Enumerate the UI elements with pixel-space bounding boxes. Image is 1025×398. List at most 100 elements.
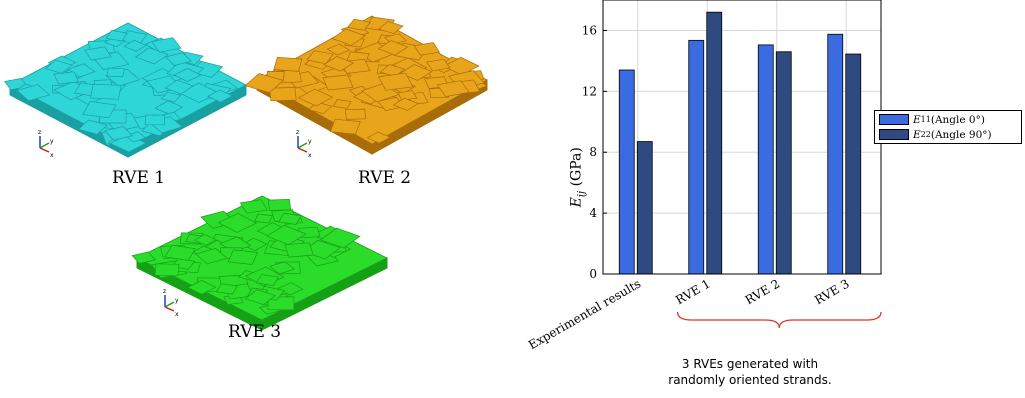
bar-1-3 bbox=[757, 44, 774, 275]
y-tick-label: 8 bbox=[589, 145, 597, 159]
bar-1-1 bbox=[618, 69, 635, 275]
axis-label-z: z bbox=[163, 288, 166, 295]
strand-flake bbox=[239, 199, 268, 214]
x-axis-arrow bbox=[297, 147, 308, 153]
x-category-label: RVE 1 bbox=[673, 276, 712, 307]
rve-3-label: RVE 3 bbox=[228, 322, 282, 342]
strand-flake bbox=[377, 21, 404, 34]
strand-flake bbox=[254, 213, 273, 224]
bar-2-1 bbox=[636, 141, 653, 275]
legend-item-e11: E 11 (Angle 0°) bbox=[879, 113, 985, 126]
strand-flake bbox=[215, 283, 238, 295]
chart-legend: E 11 (Angle 0°) E 22 (Angle 90°) bbox=[874, 110, 1022, 144]
y-axis-arrow bbox=[39, 142, 50, 149]
strand-flake bbox=[255, 274, 280, 286]
strand-flake bbox=[144, 114, 165, 126]
legend-item-e22: E 22 (Angle 90°) bbox=[879, 128, 992, 141]
legend-swatch-e11 bbox=[879, 114, 909, 125]
bar-1-4 bbox=[827, 33, 844, 275]
strand-flake bbox=[154, 100, 184, 115]
x-category-label: RVE 3 bbox=[812, 276, 851, 307]
strand-flake bbox=[16, 84, 51, 102]
strand-flake bbox=[329, 118, 361, 135]
strand-flake bbox=[193, 234, 217, 246]
axis-label-y: y bbox=[308, 138, 312, 145]
strand-flake bbox=[154, 263, 180, 277]
bar-2-4 bbox=[845, 53, 862, 275]
strand-flake bbox=[442, 56, 480, 76]
rve-illustrations: zyx zyx zyx bbox=[3, 15, 488, 331]
strand-flake bbox=[297, 88, 334, 107]
y-tick-label: 4 bbox=[589, 206, 597, 220]
strand-flake bbox=[267, 199, 292, 211]
bar-2-3 bbox=[775, 51, 792, 275]
strand-flake bbox=[426, 58, 451, 72]
axis-label-z: z bbox=[38, 129, 41, 136]
axis-label-z: z bbox=[296, 129, 299, 136]
axis-label-y: y bbox=[50, 138, 54, 145]
axis-triad-icon: z yx bbox=[163, 288, 179, 318]
y-tick-label: 12 bbox=[582, 84, 597, 98]
strand-flake bbox=[195, 247, 228, 265]
strand-flake bbox=[106, 67, 125, 78]
annotation-line-1: 3 RVEs generated with bbox=[681, 357, 819, 371]
strand-flake bbox=[379, 64, 406, 77]
strand-flake bbox=[378, 72, 414, 91]
y-axis-arrow bbox=[164, 301, 175, 308]
strand-flake bbox=[164, 244, 196, 261]
axis-triad-icon: z yx bbox=[38, 129, 54, 159]
axis-label-y: y bbox=[175, 297, 179, 304]
strand-flake bbox=[165, 52, 192, 66]
strand-flake bbox=[84, 46, 112, 61]
y-tick-label: 16 bbox=[582, 23, 597, 37]
bar-2-2 bbox=[706, 11, 723, 275]
strand-flake bbox=[322, 74, 354, 91]
strand-flake bbox=[331, 28, 366, 46]
x-category-label: RVE 2 bbox=[743, 276, 782, 307]
strand-flake bbox=[366, 131, 391, 144]
rve-1-model bbox=[3, 22, 247, 158]
axis-label-x: x bbox=[175, 311, 179, 318]
strand-flake bbox=[173, 68, 202, 82]
y-axis-label: Eij (GPa) bbox=[568, 147, 588, 208]
rve-2-model bbox=[244, 15, 488, 155]
strand-flake bbox=[392, 97, 419, 111]
y-tick-labels: 0 4 8 12 16 bbox=[582, 23, 598, 281]
brace-annotation: 3 RVEs generated with randomly oriented … bbox=[640, 356, 860, 388]
strand-flake bbox=[123, 39, 147, 52]
strand-flake bbox=[436, 80, 470, 97]
strand-flake bbox=[284, 242, 314, 258]
strand-flake bbox=[306, 50, 334, 65]
strand-flake bbox=[53, 71, 79, 85]
strand-flake bbox=[278, 212, 302, 225]
strand-flake bbox=[332, 99, 352, 109]
strand-flake bbox=[273, 56, 303, 72]
axis-label-x: x bbox=[308, 152, 312, 159]
legend-swatch-e22 bbox=[879, 129, 909, 140]
strand-flake bbox=[90, 83, 122, 100]
y-axis-arrow bbox=[297, 142, 308, 149]
rve-1-label: RVE 1 bbox=[112, 168, 166, 188]
rve-3-model bbox=[131, 195, 388, 331]
strand-flake bbox=[187, 280, 217, 295]
strand-flake bbox=[266, 224, 307, 246]
strand-flake bbox=[150, 37, 182, 53]
strand-flake bbox=[269, 261, 296, 275]
strand-flake bbox=[44, 59, 73, 74]
strand-flake bbox=[413, 42, 441, 56]
strand-flake bbox=[227, 249, 259, 265]
strand-flake bbox=[244, 73, 285, 93]
strand-flake bbox=[207, 89, 234, 103]
x-category-label: Experimental results bbox=[526, 276, 643, 352]
strand-flake bbox=[347, 18, 371, 31]
strand-flake bbox=[104, 126, 133, 141]
strand-flake bbox=[77, 119, 108, 135]
strand-flake bbox=[323, 56, 355, 72]
axis-label-x: x bbox=[50, 152, 54, 159]
strand-flake bbox=[244, 289, 277, 305]
strand-flake bbox=[164, 79, 194, 95]
bar-1-2 bbox=[688, 39, 705, 275]
strand-flake bbox=[319, 227, 361, 249]
axis-triad-icon: z yx bbox=[296, 129, 312, 159]
